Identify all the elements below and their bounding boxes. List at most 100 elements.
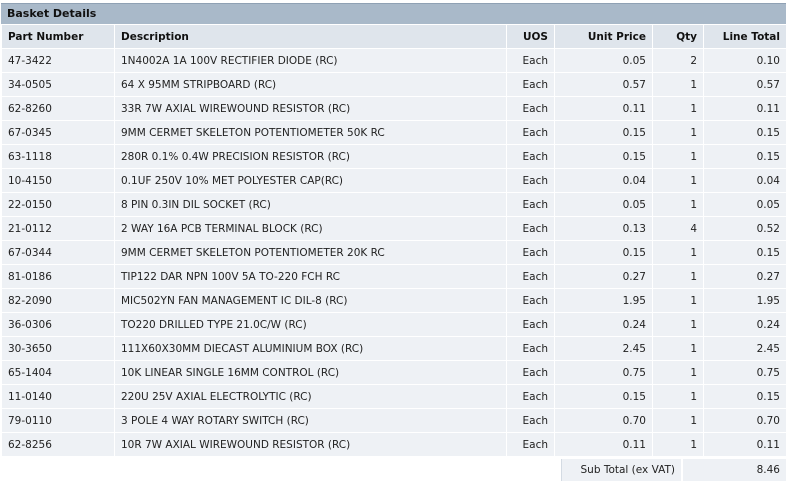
- uos-cell: Each: [506, 336, 555, 361]
- unit-price-cell: 2.45: [554, 336, 653, 361]
- part-number-cell: 79-0110: [1, 408, 115, 433]
- qty-cell: 1: [652, 120, 704, 145]
- qty-cell: 1: [652, 264, 704, 289]
- basket-rows: 47-3422 1N4002A 1A 100V RECTIFIER DIODE (…: [1, 48, 787, 457]
- unit-price-cell: 0.15: [554, 384, 653, 409]
- description-cell: 220U 25V AXIAL ELECTROLYTIC (RC): [114, 384, 507, 409]
- qty-cell: 1: [652, 144, 704, 169]
- description-cell: 1N4002A 1A 100V RECTIFIER DIODE (RC): [114, 48, 507, 73]
- description-cell: 9MM CERMET SKELETON POTENTIOMETER 20K RC: [114, 240, 507, 265]
- col-unit-price: Unit Price: [554, 24, 653, 49]
- part-number-cell: 21-0112: [1, 216, 115, 241]
- qty-cell: 1: [652, 192, 704, 217]
- uos-cell: Each: [506, 432, 555, 457]
- table-row: 36-0306 TO220 DRILLED TYPE 21.0C/W (RC) Ea…: [1, 312, 787, 337]
- qty-cell: 2: [652, 48, 704, 73]
- qty-cell: 1: [652, 336, 704, 361]
- col-part-number: Part Number: [1, 24, 115, 49]
- table-row: 10-4150 0.1UF 250V 10% MET POLYESTER CAP(…: [1, 168, 787, 193]
- unit-price-cell: 0.27: [554, 264, 653, 289]
- unit-price-cell: 0.57: [554, 72, 653, 97]
- unit-price-cell: 0.15: [554, 240, 653, 265]
- unit-price-cell: 0.05: [554, 48, 653, 73]
- part-number-cell: 36-0306: [1, 312, 115, 337]
- qty-cell: 4: [652, 216, 704, 241]
- description-cell: 3 POLE 4 WAY ROTARY SWITCH (RC): [114, 408, 507, 433]
- unit-price-cell: 0.70: [554, 408, 653, 433]
- line-total-cell: 0.75: [703, 360, 787, 385]
- uos-cell: Each: [506, 168, 555, 193]
- col-description: Description: [114, 24, 507, 49]
- table-row: 63-1118 280R 0.1% 0.4W PRECISION RESISTOR…: [1, 144, 787, 169]
- qty-cell: 1: [652, 360, 704, 385]
- basket-table: Part Number Description UOS Unit Price Q…: [1, 24, 787, 457]
- table-row: 62-8256 10R 7W AXIAL WIREWOUND RESISTOR (…: [1, 432, 787, 457]
- line-total-cell: 2.45: [703, 336, 787, 361]
- description-cell: 10R 7W AXIAL WIREWOUND RESISTOR (RC): [114, 432, 507, 457]
- line-total-cell: 0.27: [703, 264, 787, 289]
- line-total-cell: 0.11: [703, 432, 787, 457]
- unit-price-cell: 0.15: [554, 144, 653, 169]
- part-number-cell: 30-3650: [1, 336, 115, 361]
- qty-cell: 1: [652, 96, 704, 121]
- line-total-cell: 1.95: [703, 288, 787, 313]
- uos-cell: Each: [506, 384, 555, 409]
- table-row: 11-0140 220U 25V AXIAL ELECTROLYTIC (RC) E…: [1, 384, 787, 409]
- uos-cell: Each: [506, 144, 555, 169]
- table-row: 21-0112 2 WAY 16A PCB TERMINAL BLOCK (RC)…: [1, 216, 787, 241]
- unit-price-cell: 0.11: [554, 96, 653, 121]
- description-cell: 8 PIN 0.3IN DIL SOCKET (RC): [114, 192, 507, 217]
- qty-cell: 1: [652, 408, 704, 433]
- description-cell: 10K LINEAR SINGLE 16MM CONTROL (RC): [114, 360, 507, 385]
- description-cell: 33R 7W AXIAL WIREWOUND RESISTOR (RC): [114, 96, 507, 121]
- col-line-total: Line Total: [703, 24, 787, 49]
- table-row: 81-0186 TIP122 DAR NPN 100V 5A TO-220 FCH…: [1, 264, 787, 289]
- description-cell: 2 WAY 16A PCB TERMINAL BLOCK (RC): [114, 216, 507, 241]
- unit-price-cell: 0.05: [554, 192, 653, 217]
- line-total-cell: 0.24: [703, 312, 787, 337]
- qty-cell: 1: [652, 312, 704, 337]
- line-total-cell: 0.04: [703, 168, 787, 193]
- table-row: 82-2090 MIC502YN FAN MANAGEMENT IC DIL-8 …: [1, 288, 787, 313]
- description-cell: 111X60X30MM DIECAST ALUMINIUM BOX (RC): [114, 336, 507, 361]
- line-total-cell: 0.15: [703, 384, 787, 409]
- line-total-cell: 0.15: [703, 240, 787, 265]
- part-number-cell: 67-0345: [1, 120, 115, 145]
- unit-price-cell: 0.13: [554, 216, 653, 241]
- subtotal-label: Sub Total (ex VAT): [561, 459, 681, 481]
- table-row: 67-0345 9MM CERMET SKELETON POTENTIOMETER…: [1, 120, 787, 145]
- description-cell: 9MM CERMET SKELETON POTENTIOMETER 50K RC: [114, 120, 507, 145]
- line-total-cell: 0.11: [703, 96, 787, 121]
- qty-cell: 1: [652, 72, 704, 97]
- uos-cell: Each: [506, 96, 555, 121]
- uos-cell: Each: [506, 408, 555, 433]
- uos-cell: Each: [506, 312, 555, 337]
- subtotal-value: 8.46: [681, 459, 786, 481]
- part-number-cell: 22-0150: [1, 192, 115, 217]
- part-number-cell: 10-4150: [1, 168, 115, 193]
- qty-cell: 1: [652, 168, 704, 193]
- unit-price-cell: 1.95: [554, 288, 653, 313]
- uos-cell: Each: [506, 240, 555, 265]
- subtotal-row: Sub Total (ex VAT) 8.46: [1, 459, 786, 481]
- uos-cell: Each: [506, 192, 555, 217]
- table-row: 62-8260 33R 7W AXIAL WIREWOUND RESISTOR (…: [1, 96, 787, 121]
- part-number-cell: 65-1404: [1, 360, 115, 385]
- qty-cell: 1: [652, 240, 704, 265]
- part-number-cell: 63-1118: [1, 144, 115, 169]
- basket-details-panel: Basket Details Part Number Description U…: [1, 3, 787, 481]
- description-cell: 64 X 95MM STRIPBOARD (RC): [114, 72, 507, 97]
- line-total-cell: 0.52: [703, 216, 787, 241]
- description-cell: MIC502YN FAN MANAGEMENT IC DIL-8 (RC): [114, 288, 507, 313]
- col-qty: Qty: [652, 24, 704, 49]
- table-row: 79-0110 3 POLE 4 WAY ROTARY SWITCH (RC) Ea…: [1, 408, 787, 433]
- col-uos: UOS: [506, 24, 555, 49]
- description-cell: TO220 DRILLED TYPE 21.0C/W (RC): [114, 312, 507, 337]
- line-total-cell: 0.15: [703, 120, 787, 145]
- uos-cell: Each: [506, 288, 555, 313]
- table-row: 47-3422 1N4002A 1A 100V RECTIFIER DIODE (…: [1, 48, 787, 73]
- part-number-cell: 62-8256: [1, 432, 115, 457]
- line-total-cell: 0.05: [703, 192, 787, 217]
- table-row: 30-3650 111X60X30MM DIECAST ALUMINIUM BOX…: [1, 336, 787, 361]
- qty-cell: 1: [652, 384, 704, 409]
